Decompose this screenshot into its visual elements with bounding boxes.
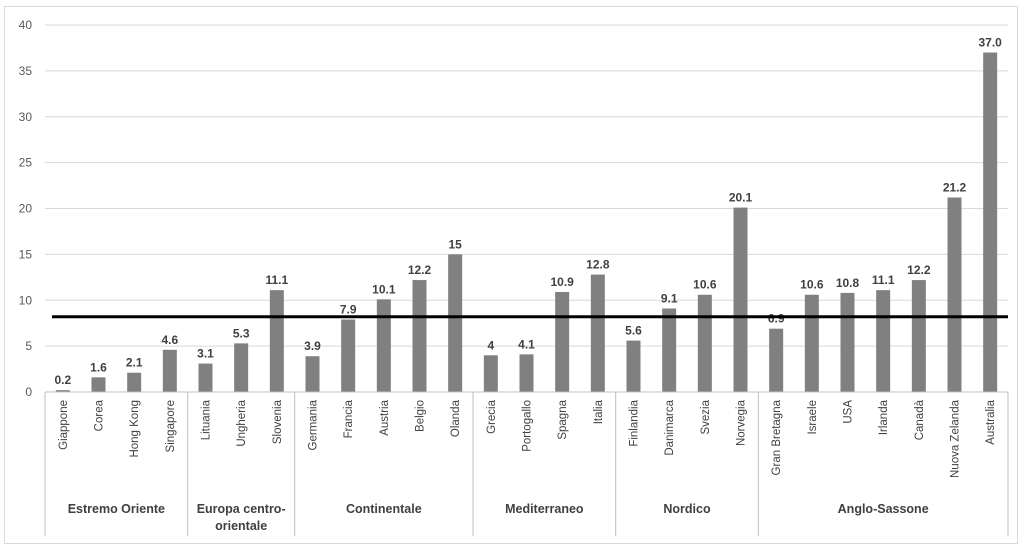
data-label: 15 [448, 237, 462, 251]
category-label: Canadà [914, 399, 926, 440]
data-label: 37.0 [978, 36, 1002, 50]
data-label: 6.9 [768, 312, 785, 326]
group-label: Europa centro- [197, 502, 286, 516]
category-label: Danimarca [664, 399, 676, 455]
category-label: Austria [379, 399, 391, 435]
bar [911, 280, 926, 392]
data-label: 0.2 [54, 373, 71, 387]
group-label: Anglo-Sassone [838, 502, 929, 516]
bar [448, 254, 463, 392]
bar [376, 299, 391, 392]
data-label: 5.6 [625, 324, 642, 338]
data-label: 3.9 [304, 339, 321, 353]
bar [305, 356, 320, 392]
category-label: Norvegia [736, 399, 748, 446]
data-label: 12.2 [907, 263, 931, 277]
data-label: 3.1 [197, 347, 214, 361]
bar [626, 340, 641, 392]
data-label: 20.1 [729, 191, 753, 205]
category-label: Gran Bretagna [771, 399, 783, 475]
group-label: Mediterraneo [505, 502, 584, 516]
data-label: 12.8 [586, 258, 610, 272]
bar [234, 343, 249, 392]
category-label: Ungheria [236, 399, 248, 446]
category-label: USA [843, 400, 855, 424]
bar [555, 291, 570, 392]
bar [697, 294, 712, 392]
category-label: Corea [94, 399, 106, 431]
data-label: 4.6 [161, 333, 178, 347]
y-tick-label: 5 [25, 339, 32, 353]
category-label: Giappone [58, 400, 70, 450]
bar [590, 274, 605, 392]
group-label: orientale [215, 519, 267, 533]
bar [162, 349, 177, 392]
category-label: Slovenia [272, 399, 284, 444]
y-tick-label: 25 [19, 156, 33, 170]
group-label: Continentale [346, 502, 422, 516]
data-label: 4.1 [518, 337, 535, 351]
bar [483, 355, 498, 392]
category-label: Lituania [201, 399, 213, 440]
data-label: 2.1 [126, 356, 143, 370]
y-tick-label: 0 [25, 385, 32, 399]
category-label: Svezia [700, 399, 712, 434]
data-label: 9.1 [661, 292, 678, 306]
y-tick-label: 10 [19, 293, 33, 307]
y-tick-label: 30 [19, 110, 33, 124]
data-label: 10.1 [372, 282, 396, 296]
data-label: 1.6 [90, 360, 107, 374]
category-label: Grecia [486, 399, 498, 433]
category-label: Italia [593, 399, 605, 424]
category-label: Israele [807, 400, 819, 435]
chart-frame [4, 6, 1018, 544]
data-label: 7.9 [340, 303, 357, 317]
category-label: Singapore [165, 400, 177, 452]
group-label: Estremo Oriente [68, 502, 165, 516]
bar [876, 290, 891, 392]
group-label: Nordico [663, 502, 711, 516]
category-label: Olanda [450, 399, 462, 437]
data-label: 4 [487, 338, 494, 352]
y-tick-label: 15 [19, 247, 33, 261]
bar [804, 294, 819, 392]
category-label: Irlanda [878, 399, 890, 435]
bar [198, 363, 213, 392]
bar [127, 372, 142, 392]
bar [947, 197, 962, 392]
bar [269, 290, 284, 392]
category-label: Belgio [415, 400, 427, 432]
category-label: Finlandia [629, 399, 641, 446]
y-tick-label: 35 [19, 64, 33, 78]
y-tick-label: 20 [19, 202, 33, 216]
bar [769, 328, 784, 392]
category-label: Portogallo [522, 400, 534, 452]
bar [55, 390, 70, 392]
data-label: 21.2 [943, 180, 967, 194]
category-label: Germania [308, 399, 320, 450]
data-label: 10.6 [693, 278, 717, 292]
y-tick-label: 40 [19, 18, 33, 32]
bar [840, 292, 855, 392]
data-label: 10.6 [800, 278, 824, 292]
category-label: Francia [343, 399, 355, 438]
category-label: Spagna [557, 399, 569, 439]
data-label: 10.9 [550, 275, 574, 289]
data-label: 11.1 [872, 273, 895, 287]
bar [412, 280, 427, 392]
bar [91, 377, 106, 392]
bar [519, 354, 534, 392]
data-label: 10.8 [836, 276, 860, 290]
bar [662, 308, 677, 392]
data-label: 11.1 [265, 273, 288, 287]
category-label: Hong Kong [129, 400, 141, 458]
category-label: Nuova Zelanda [950, 399, 962, 478]
bar [733, 207, 748, 392]
data-label: 12.2 [408, 263, 432, 277]
data-label: 5.3 [233, 326, 250, 340]
category-label: Australia [985, 399, 997, 444]
bar [341, 319, 356, 392]
bar [983, 52, 998, 393]
